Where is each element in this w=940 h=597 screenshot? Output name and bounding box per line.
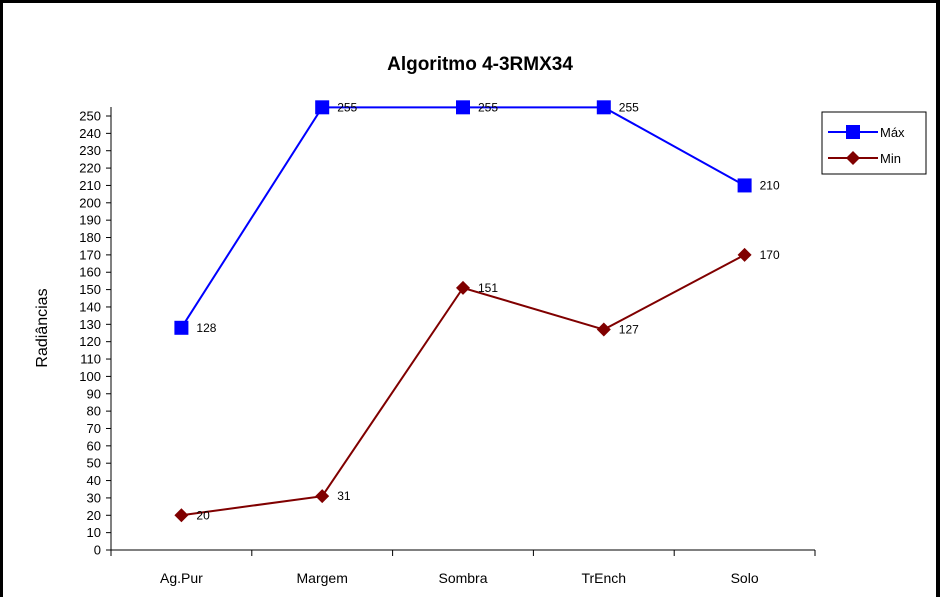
y-tick-label: 50 (87, 456, 101, 471)
data-point-min (596, 322, 611, 337)
y-tick-label: 200 (79, 195, 101, 210)
y-tick-label: 30 (87, 490, 101, 505)
series-layer: 128 255 255 255 210 20 31 151 127 170 (174, 100, 780, 523)
x-category-label: Ag.Pur (160, 570, 203, 586)
data-label: 31 (337, 489, 351, 503)
legend-box (821, 111, 927, 175)
y-tick-label: 120 (79, 334, 101, 349)
y-tick-label: 160 (79, 265, 101, 280)
data-point-max (315, 100, 330, 115)
legend-label: Min (880, 151, 901, 166)
y-tick-label: 60 (87, 438, 101, 453)
data-label: 127 (619, 323, 639, 337)
data-point-min (174, 508, 189, 523)
data-point-max (596, 100, 611, 115)
y-tick-label: 0 (94, 543, 101, 558)
y-tick-label: 220 (79, 161, 101, 176)
y-tick-label: 140 (79, 299, 101, 314)
y-tick-label: 90 (87, 386, 101, 401)
y-tick-label: 230 (79, 143, 101, 158)
data-point-min (456, 280, 470, 295)
y-tick-label: 40 (87, 473, 101, 488)
y-tick-label: 190 (79, 213, 101, 228)
data-point-max (737, 178, 752, 193)
data-point-min (737, 247, 752, 262)
y-tick-label: 210 (79, 178, 101, 193)
legend-label: Máx (880, 125, 905, 140)
legend-marker-max (846, 125, 860, 139)
y-tick-label: 100 (79, 369, 101, 384)
y-tick-label: 240 (79, 126, 101, 141)
x-category-label: Margem (297, 570, 348, 586)
data-point-max (456, 100, 470, 115)
y-tick-label: 20 (87, 508, 101, 523)
data-point-max (174, 320, 189, 335)
y-tick-label: 80 (87, 404, 101, 419)
y-tick-label: 180 (79, 230, 101, 245)
data-label: 170 (760, 248, 780, 262)
legend: Máx Min (821, 111, 927, 175)
data-label: 20 (196, 508, 210, 522)
data-label: 151 (478, 281, 498, 295)
y-tick-label: 130 (79, 317, 101, 332)
y-tick-label: 70 (87, 421, 101, 436)
y-tick-label: 250 (79, 109, 101, 124)
data-label: 255 (478, 100, 498, 114)
y-tick-label: 10 (87, 525, 101, 540)
x-category-label: TrEnch (581, 570, 626, 586)
x-category-label: Sombra (438, 570, 487, 586)
data-label: 255 (337, 100, 357, 114)
data-label: 210 (760, 178, 780, 192)
axes: 0 10 20 30 40 50 60 70 80 90 100 110 120 130 140 150 160… (79, 107, 816, 586)
chart-title: Algoritmo 4-3RMX34 (387, 54, 573, 75)
x-category-label: Solo (731, 570, 759, 586)
y-tick-label: 110 (80, 352, 101, 367)
legend-marker-min (846, 151, 860, 165)
y-tick-label: 150 (79, 282, 101, 297)
y-tick-label: 170 (79, 247, 101, 262)
data-label: 128 (196, 321, 216, 335)
data-label: 255 (619, 100, 639, 114)
data-point-min (315, 489, 330, 504)
y-axis-label: Radiâncias (34, 288, 51, 367)
